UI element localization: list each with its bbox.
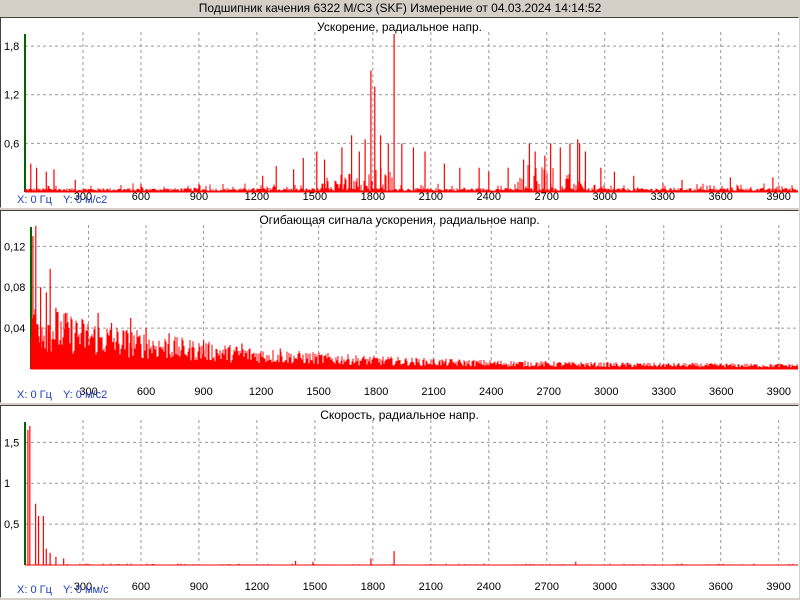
chart-plot: 300 600 900 1200 1500 1800 2100 2400 2700 3000 330… bbox=[4, 420, 798, 593]
x-tick-label: 300 bbox=[79, 386, 97, 398]
y-tick-label: 1,5 bbox=[4, 437, 19, 449]
x-tick-label: 900 bbox=[190, 581, 208, 593]
chart-title: Ускорение, радиальное напр. bbox=[317, 20, 482, 34]
x-tick-label: 3600 bbox=[709, 386, 733, 398]
x-tick-label: 2100 bbox=[419, 581, 443, 593]
x-tick-label: 1500 bbox=[303, 191, 327, 203]
x-tick-label: 1500 bbox=[306, 386, 330, 398]
y-tick-label: 1,8 bbox=[4, 41, 19, 53]
x-tick-label: 3300 bbox=[650, 581, 674, 593]
chart-panel-velocity: 300 600 900 1200 1500 1800 2100 2400 2700 3000 330… bbox=[0, 405, 799, 598]
x-tick-label: 300 bbox=[74, 581, 92, 593]
x-tick-label: 3000 bbox=[593, 191, 617, 203]
x-tick-label: 3900 bbox=[766, 191, 790, 203]
chart-title: Скорость, радиальное напр. bbox=[320, 408, 479, 422]
x-tick-label: 1500 bbox=[303, 581, 327, 593]
chart-panel-envelope: 300 600 900 1200 1500 1800 2100 2400 2700 3000 330… bbox=[0, 210, 799, 403]
x-tick-label: 1800 bbox=[361, 581, 385, 593]
y-tick-label: 0,08 bbox=[4, 282, 25, 294]
x-tick-label: 3000 bbox=[594, 386, 618, 398]
x-tick-label: 3300 bbox=[650, 191, 674, 203]
readout-x: X: 0 Гц bbox=[17, 389, 52, 401]
x-tick-label: 3000 bbox=[593, 581, 617, 593]
chart-plot: 300 600 900 1200 1500 1800 2100 2400 2700 3000 330… bbox=[4, 225, 798, 398]
readout-y: Y: 0 мм/с bbox=[62, 584, 109, 596]
x-tick-label: 2700 bbox=[535, 581, 559, 593]
x-tick-label: 900 bbox=[194, 386, 212, 398]
y-tick-label: 0,6 bbox=[4, 138, 19, 150]
x-tick-label: 3600 bbox=[708, 581, 732, 593]
y-tick-label: 0,12 bbox=[4, 241, 25, 253]
x-tick-label: 2100 bbox=[421, 386, 445, 398]
x-tick-label: 300 bbox=[74, 191, 92, 203]
x-tick-label: 2400 bbox=[479, 386, 503, 398]
readout-x: X: 0 Гц bbox=[17, 584, 52, 596]
chart-title: Огибающая сигнала ускорения, радиальное … bbox=[259, 213, 540, 227]
x-tick-label: 3600 bbox=[708, 191, 732, 203]
y-tick-label: 0,5 bbox=[4, 519, 19, 531]
x-tick-label: 2400 bbox=[477, 191, 501, 203]
x-tick-label: 1800 bbox=[364, 386, 388, 398]
y-tick-label: 1,2 bbox=[4, 90, 19, 102]
x-tick-label: 2400 bbox=[477, 581, 501, 593]
signal-trace bbox=[30, 309, 798, 369]
x-tick-label: 1200 bbox=[245, 191, 269, 203]
x-tick-label: 2700 bbox=[536, 386, 560, 398]
window-title: Подшипник качения 6322 M/C3 (SKF) Измере… bbox=[198, 1, 602, 15]
readout-x: X: 0 Гц bbox=[17, 194, 52, 206]
signal-trace bbox=[24, 165, 798, 192]
chart-panel-acceleration: 300 600 900 1200 1500 1800 2100 2400 2700 3000 330… bbox=[0, 17, 799, 208]
cursor-readout: X: 0 Гц Y: 0 м/с2 bbox=[17, 194, 115, 206]
x-tick-label: 600 bbox=[132, 581, 150, 593]
x-tick-label: 1800 bbox=[361, 191, 385, 203]
readout-y: Y: 0 м/с2 bbox=[62, 194, 108, 206]
x-tick-label: 1200 bbox=[249, 386, 273, 398]
cursor-readout: X: 0 Гц Y: 0 м/с2 bbox=[17, 389, 115, 401]
x-tick-label: 900 bbox=[190, 191, 208, 203]
y-tick-label: 1 bbox=[4, 478, 10, 490]
x-tick-label: 1200 bbox=[245, 581, 269, 593]
x-tick-label: 3900 bbox=[767, 386, 791, 398]
chart-plot: 300 600 900 1200 1500 1800 2100 2400 2700 3000 330… bbox=[4, 32, 798, 203]
x-tick-label: 3900 bbox=[766, 581, 790, 593]
x-tick-label: 3300 bbox=[652, 386, 676, 398]
x-tick-label: 600 bbox=[137, 386, 155, 398]
x-tick-label: 2100 bbox=[419, 191, 443, 203]
readout-y: Y: 0 м/с2 bbox=[62, 389, 108, 401]
y-tick-label: 0,04 bbox=[4, 323, 25, 335]
x-tick-label: 600 bbox=[132, 191, 150, 203]
cursor-readout: X: 0 Гц Y: 0 мм/с bbox=[17, 584, 117, 596]
x-tick-label: 2700 bbox=[535, 191, 559, 203]
